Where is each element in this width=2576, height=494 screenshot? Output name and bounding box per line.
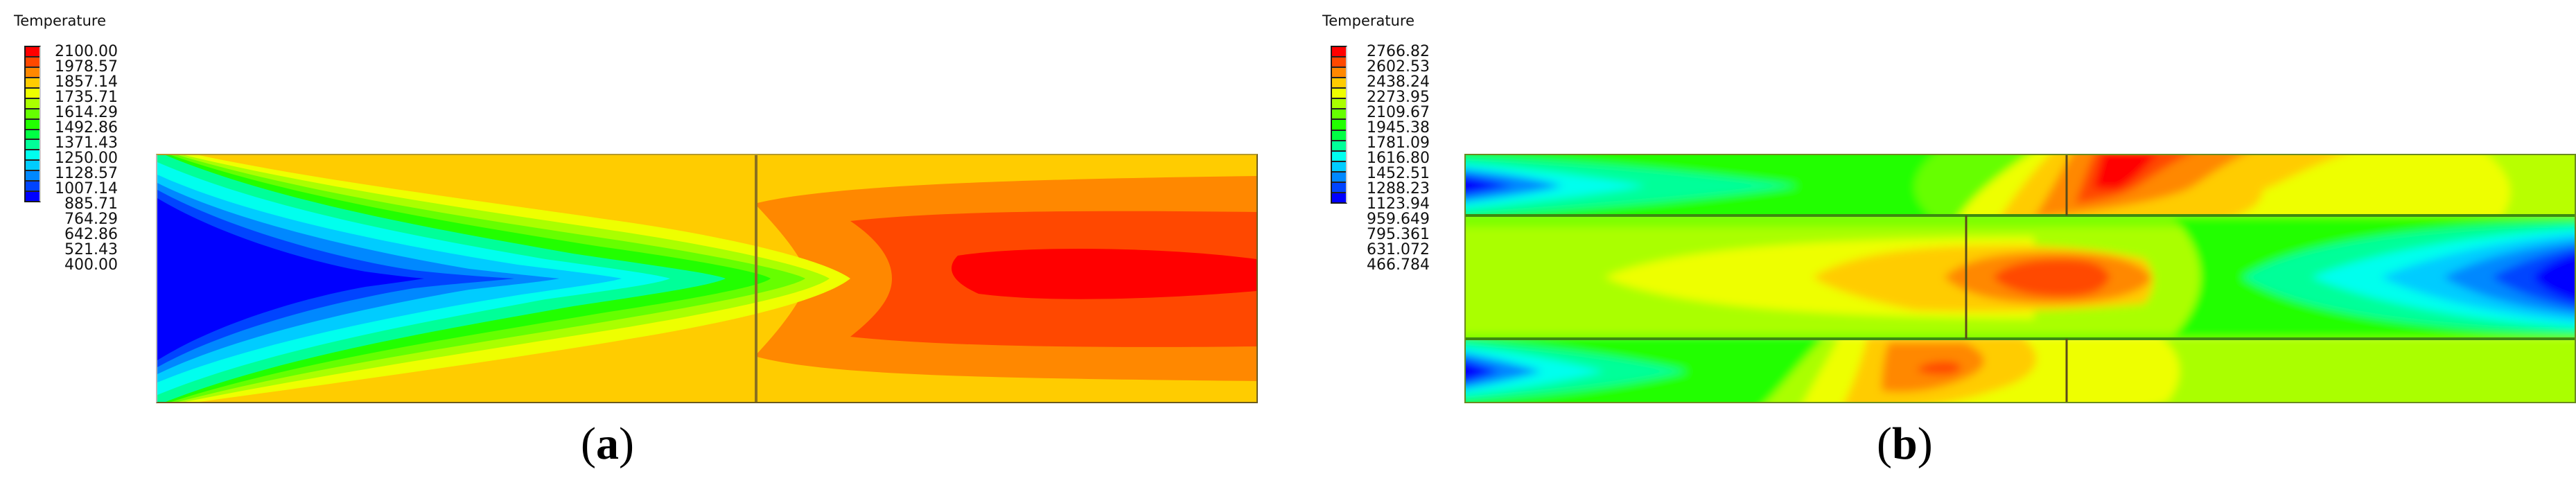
colorbar-segment [1332, 172, 1346, 183]
colorbar-ticks-a: 2100.00 1978.57 1857.14 1735.71 1614.29 1492.… [49, 43, 118, 273]
colorbar-segment [1332, 68, 1346, 79]
colorbar-segment [1332, 151, 1346, 162]
colorbar-segment [1332, 78, 1346, 89]
colorbar-a [24, 46, 41, 202]
contour-plot-b-graphic [1466, 155, 2575, 402]
colorbar-tick-label: 2100.00 [55, 43, 118, 60]
colorbar-tick-label: 1128.57 [55, 165, 118, 182]
colorbar-segment [1332, 47, 1346, 58]
colorbar-b [1331, 46, 1347, 204]
colorbar-segment [1332, 109, 1346, 121]
colorbar-tick-label: 2766.82 [1367, 43, 1430, 60]
colorbar-segment [1332, 141, 1346, 152]
colorbar-segment [26, 119, 40, 130]
colorbar-tick-label: 1288.23 [1367, 180, 1430, 197]
colorbar-segment [26, 98, 40, 109]
colorbar-tick-label: 642.86 [64, 226, 118, 243]
colorbar-tick-label: 1371.43 [55, 134, 118, 152]
colorbar-tick-label: 631.072 [1367, 241, 1430, 258]
colorbar-segment [1332, 99, 1346, 110]
colorbar-segment [26, 171, 40, 182]
colorbar-tick-label: 764.29 [64, 211, 118, 228]
colorbar-segment [1332, 120, 1346, 131]
colorbar-tick-label: 1452.51 [1367, 165, 1430, 182]
colorbar-segment [26, 140, 40, 151]
colorbar-tick-label: 1614.29 [55, 104, 118, 121]
colorbar-tick-label: 1492.86 [55, 119, 118, 136]
colorbar-tick-label: 400.00 [64, 256, 118, 274]
colorbar-tick-label: 521.43 [64, 241, 118, 258]
colorbar-tick-label: 1735.71 [55, 89, 118, 106]
colorbar-segment [1332, 161, 1346, 173]
colorbar-tick-label: 466.784 [1367, 256, 1430, 274]
colorbar-segment [26, 78, 40, 89]
colorbar-segment [26, 47, 40, 58]
colorbar-tick-label: 1007.14 [55, 180, 118, 197]
colorbar-tick-label: 1781.09 [1367, 134, 1430, 152]
colorbar-segment [26, 192, 40, 202]
colorbar-segment [26, 57, 40, 68]
colorbar-tick-label: 1978.57 [55, 58, 118, 76]
colorbar-ticks-b: 2766.82 2602.53 2438.24 2273.95 2109.67 1945.… [1351, 43, 1430, 273]
colorbar-segment [1332, 193, 1346, 202]
contour-plot-b [1464, 154, 2576, 403]
colorbar-segment [1332, 130, 1346, 141]
panel-label-b: (b) [1877, 418, 1933, 469]
colorbar-segment [26, 67, 40, 78]
colorbar-tick-label: 2438.24 [1367, 73, 1430, 91]
colorbar-tick-label: 2109.67 [1367, 104, 1430, 121]
colorbar-tick-label: 885.71 [64, 195, 118, 213]
contour-plot-a-graphic [157, 155, 1256, 402]
colorbar-tick-label: 1945.38 [1367, 119, 1430, 136]
colorbar-segment [26, 150, 40, 161]
colorbar-segment [26, 161, 40, 172]
colorbar-tick-label: 2273.95 [1367, 89, 1430, 106]
colorbar-tick-label: 1123.94 [1367, 195, 1430, 213]
colorbar-tick-label: 1616.80 [1367, 150, 1430, 167]
colorbar-segment [1332, 182, 1346, 193]
colorbar-segment [26, 130, 40, 141]
legend-title-b: Temperature [1322, 12, 1415, 29]
colorbar-segment [1332, 89, 1346, 100]
panel-label-a: (a) [581, 418, 634, 469]
colorbar-segment [1332, 58, 1346, 69]
colorbar-tick-label: 795.361 [1367, 226, 1430, 243]
colorbar-tick-label: 959.649 [1367, 211, 1430, 228]
contour-plot-a [156, 154, 1258, 403]
colorbar-segment [26, 109, 40, 120]
colorbar-tick-label: 1250.00 [55, 150, 118, 167]
colorbar-tick-label: 1857.14 [55, 73, 118, 91]
colorbar-segment [26, 182, 40, 193]
legend-title-a: Temperature [14, 12, 107, 29]
colorbar-segment [26, 88, 40, 99]
colorbar-tick-label: 2602.53 [1367, 58, 1430, 76]
